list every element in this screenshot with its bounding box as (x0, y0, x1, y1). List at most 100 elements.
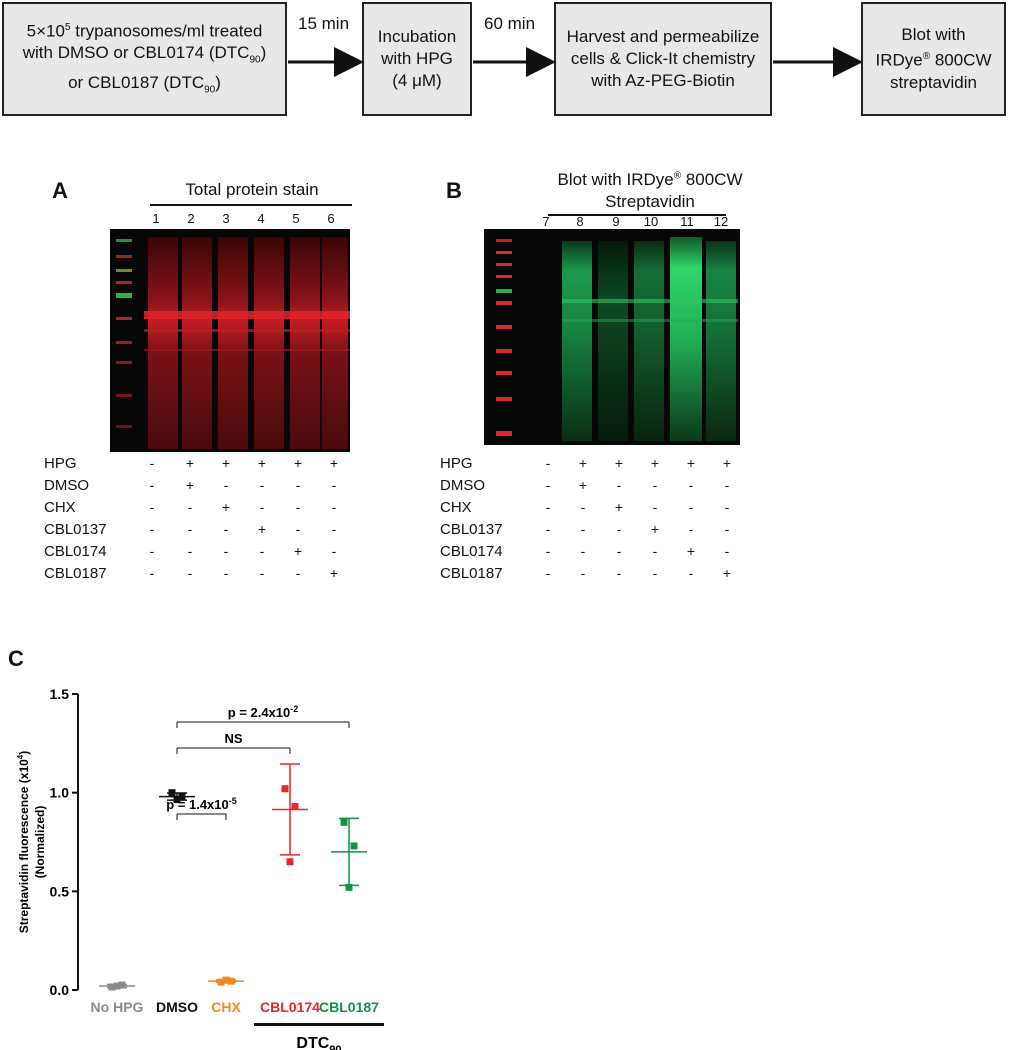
flow-step-2-line2: with HPG (381, 49, 453, 68)
panel-a-treatment-symbol: - (149, 521, 155, 537)
panel-a-treatment-symbol: - (331, 543, 337, 559)
data-point (345, 883, 353, 891)
data-point (173, 796, 181, 804)
data-point (108, 983, 116, 991)
panel-b-title-reg: ® (673, 170, 682, 182)
panel-b-treatment-symbol: + (614, 499, 624, 515)
panel-b-ladder (496, 239, 512, 436)
panel-b-treatment-symbol: - (724, 499, 730, 515)
panel-b-treatment-symbol: + (614, 455, 624, 471)
panel-b-treatment-symbol: - (580, 521, 586, 537)
data-point (222, 976, 230, 984)
flow-step-incubation: Incubation with HPG (4 μM) (362, 2, 472, 116)
panel-b-treatment-symbol: - (580, 499, 586, 515)
panel-a-title: Total protein stain (185, 180, 319, 199)
panel-b-treatment-symbol: - (616, 543, 622, 559)
data-point (350, 842, 358, 850)
data-point (291, 802, 299, 810)
panel-b-title-text: Blot with IRDye (557, 170, 674, 189)
dtc-group-label: DTC90 (296, 1035, 341, 1050)
panel-a-treatment-symbol: - (295, 521, 301, 537)
panel-b-treatment-symbol: - (724, 543, 730, 559)
panel-a-treatment-symbol: - (149, 499, 155, 515)
panel-a-treatment-symbol: - (149, 543, 155, 559)
panel-a-gel-image (110, 229, 350, 452)
panel-b-treatment-symbol: + (650, 521, 660, 537)
panel-a-treatment-symbol: - (259, 543, 265, 559)
flow-step-4-line2: IRDye (875, 50, 923, 70)
panel-b-treatment-symbol: - (545, 477, 551, 493)
panel-a-treatment-symbol: - (187, 499, 193, 515)
panel-b-treatment-symbol: - (652, 477, 658, 493)
panel-b-treatment-symbol: - (545, 521, 551, 537)
panel-b-row-label: HPG (440, 455, 473, 472)
data-point (168, 789, 176, 797)
panel-b-lanes (562, 237, 738, 441)
flow-step-1-sub-1: 90 (249, 54, 261, 66)
panel-a-treatment-symbol: - (223, 477, 229, 493)
flow-step-1-sup: 5 (64, 21, 71, 33)
panel-a-treatment-symbol: - (149, 477, 155, 493)
data-point (118, 981, 126, 989)
flow-arrow-2-label: 60 min (484, 14, 536, 33)
panel-c-scatter-chart: 0.0 0.5 1.0 1.5 Streptavidin fluorescence (x… (16, 686, 384, 1050)
x-category-label: CBL0174 (260, 999, 320, 1015)
panel-a-treatment-symbol: - (331, 477, 337, 493)
panel-a-row-label: CHX (44, 499, 76, 516)
panel-b-treatment-symbol: - (545, 455, 551, 471)
panel-a-treatment-symbol: - (187, 543, 193, 559)
panel-a-treatment-symbol: - (259, 499, 265, 515)
panel-b-lane-number: 8 (576, 214, 584, 229)
panel-b-treatment-symbol: + (578, 477, 588, 493)
x-category-label: CHX (211, 999, 241, 1015)
panel-b-treatment-symbol: - (724, 521, 730, 537)
panel-c-letter: C (8, 646, 24, 671)
flow-arrow-1-label: 15 min (298, 14, 350, 33)
panel-a-treatment-symbol: + (185, 477, 195, 493)
flow-step-1-line2: with DMSO or CBL0174 (DTC (22, 43, 250, 63)
panel-a-treatment-symbol: - (295, 565, 301, 581)
panel-a-treatment-symbol: - (187, 565, 193, 581)
panel-a-row-label: DMSO (44, 477, 89, 494)
panel-a-treatment-symbol: + (257, 521, 267, 537)
panel-a-treatment-symbol: + (257, 455, 267, 471)
flow-step-4-line1: Blot with (901, 25, 966, 45)
panel-b-treatment-symbol: - (652, 543, 658, 559)
panel-b-treatment-symbol: - (688, 499, 694, 515)
data-point (113, 982, 121, 990)
panel-a-treatment-symbol: + (329, 455, 339, 471)
panel-a-treatment-symbol: + (185, 455, 195, 471)
y-axis-label-line2: (Normalized) (33, 806, 47, 879)
data-point (281, 785, 289, 793)
panel-a-treatment-symbol: - (259, 565, 265, 581)
flow-step-3-line3: with Az-PEG-Biotin (591, 71, 735, 90)
panel-b-treatment-symbol: - (616, 521, 622, 537)
panel-a-treatment-symbol: - (223, 521, 229, 537)
panel-b-title-rule (548, 214, 726, 216)
flow-step-1-line3-end: ) (215, 72, 221, 92)
flow-arrows (288, 47, 863, 77)
panel-b-treatment-symbol: + (686, 543, 696, 559)
panel-b-treatment-symbol: - (545, 543, 551, 559)
panel-a-lane-number: 2 (187, 211, 195, 226)
y-tick-label: 1.0 (50, 785, 70, 801)
panel-b-lane-number: 11 (680, 214, 694, 229)
flow-step-4-line3: streptavidin (890, 72, 977, 92)
panel-a-lane-number: 4 (257, 211, 265, 226)
panel-b-treatment-symbol: - (580, 565, 586, 581)
panel-b-treatment-symbol: + (650, 455, 660, 471)
data-point (217, 978, 225, 986)
y-axis-label: Streptavidin fluorescence (x104) (16, 751, 31, 934)
panel-a-treatment-symbol: - (223, 543, 229, 559)
panel-a-gel-svg (116, 237, 350, 449)
flow-step-harvest: Harvest and permeabilize cells & Click-I… (554, 2, 772, 116)
panel-b-treatment-symbol: - (652, 565, 658, 581)
panel-b-title: Blot with IRDye® 800CW (530, 170, 770, 190)
panel-b-lane-number: 10 (643, 214, 659, 229)
data-point (178, 793, 186, 801)
panel-b-treatment-symbol: - (688, 477, 694, 493)
panel-a-letter: A (52, 178, 68, 203)
panel-b-gel-svg (496, 237, 738, 441)
flow-step-blot: Blot with IRDye® 800CW streptavidin (861, 2, 1006, 116)
panel-a-treatment-symbol: - (331, 521, 337, 537)
